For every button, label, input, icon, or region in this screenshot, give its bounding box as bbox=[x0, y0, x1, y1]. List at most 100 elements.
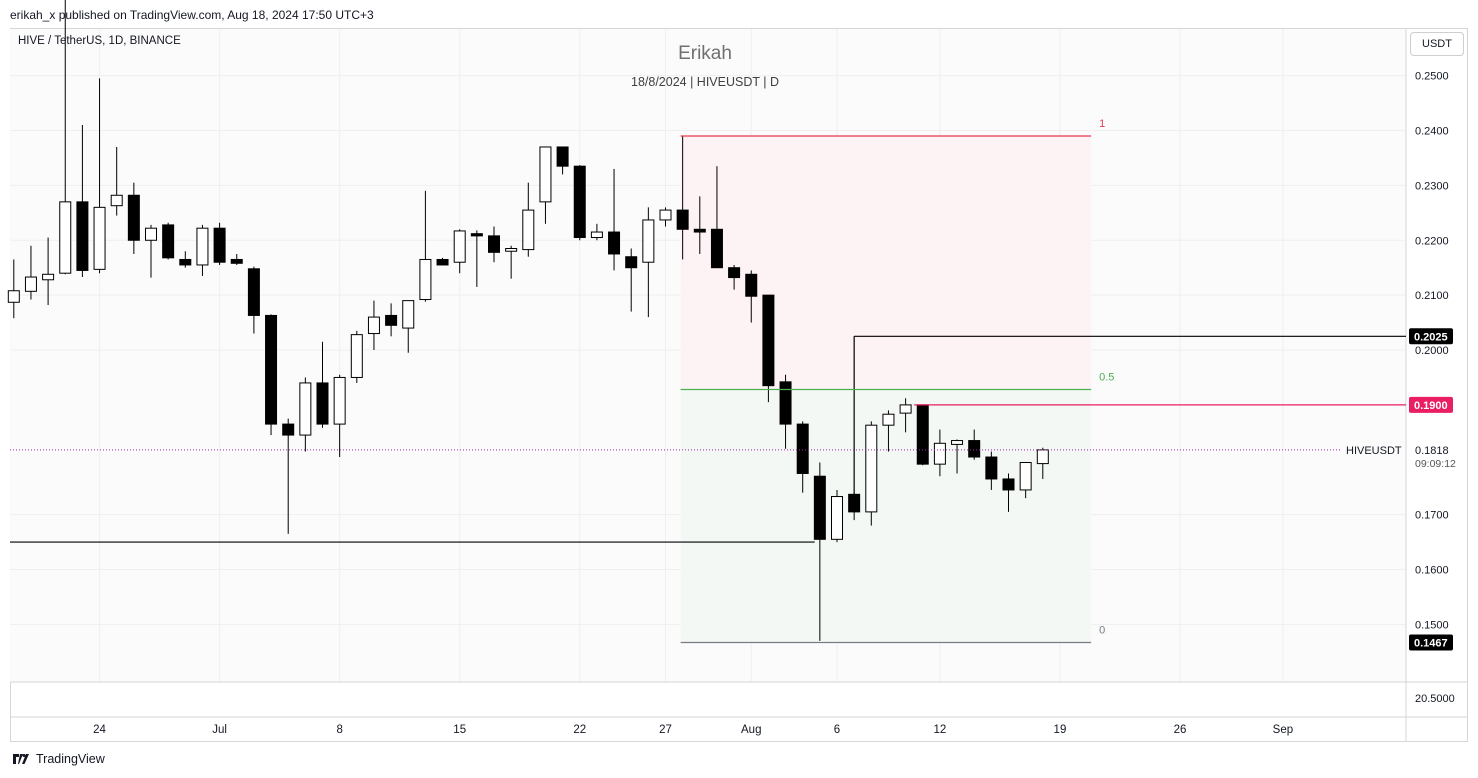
y-tick-label: 0.2000 bbox=[1415, 345, 1449, 357]
candle bbox=[933, 429, 946, 477]
tradingview-logo-icon bbox=[13, 754, 29, 764]
candle-body bbox=[76, 201, 89, 271]
price-tag-box bbox=[1409, 396, 1453, 413]
candle bbox=[196, 224, 209, 276]
candle-body bbox=[470, 233, 483, 237]
currency-button[interactable]: USDT bbox=[1410, 32, 1464, 56]
candle bbox=[625, 248, 638, 312]
candle-body bbox=[916, 404, 929, 465]
candle bbox=[7, 259, 20, 319]
candle bbox=[24, 245, 37, 300]
candle-body bbox=[865, 424, 878, 513]
candle-body bbox=[728, 267, 741, 279]
candle-body bbox=[419, 258, 432, 301]
x-tick-label: Sep bbox=[1273, 724, 1293, 736]
y-tick-label: 0.2200 bbox=[1415, 235, 1449, 247]
candle bbox=[436, 257, 449, 266]
x-tick-label: 24 bbox=[93, 724, 106, 736]
candle-body bbox=[7, 290, 20, 303]
candle-body bbox=[1002, 478, 1015, 491]
candle bbox=[865, 421, 878, 526]
symbol-legend[interactable]: HIVE / TetherUS, 1D, BINANCE bbox=[18, 35, 181, 47]
candle-body bbox=[265, 314, 278, 425]
fib-level-label: 0.5 bbox=[1099, 372, 1114, 384]
candle-body bbox=[762, 294, 775, 387]
candle bbox=[316, 341, 329, 428]
chart-subtitle: 18/8/2024 | HIVEUSDT | D bbox=[631, 75, 779, 89]
candle bbox=[710, 166, 723, 269]
candle bbox=[42, 237, 55, 306]
candle bbox=[608, 168, 621, 271]
candle bbox=[299, 377, 312, 452]
candle-body bbox=[196, 227, 209, 266]
tradingview-logo[interactable]: TradingView bbox=[10, 752, 105, 766]
price-tag-box bbox=[1409, 328, 1453, 345]
candle-body bbox=[110, 194, 123, 207]
candle-body bbox=[488, 235, 500, 253]
candle bbox=[916, 404, 929, 466]
candle bbox=[127, 182, 140, 254]
candle-body bbox=[813, 475, 826, 540]
candle-body bbox=[316, 382, 329, 425]
x-tick-label: 6 bbox=[834, 724, 840, 736]
candle bbox=[453, 229, 466, 274]
price-tag-label: 0.2025 bbox=[1414, 331, 1448, 343]
y-tick-label: 0.1500 bbox=[1415, 619, 1449, 631]
candle bbox=[179, 251, 192, 268]
candle-body bbox=[693, 228, 706, 233]
candle bbox=[282, 418, 295, 534]
candle-body bbox=[93, 206, 106, 270]
candle-body bbox=[213, 227, 226, 263]
candle-body bbox=[127, 194, 140, 241]
candle bbox=[968, 429, 981, 460]
candle bbox=[505, 245, 518, 279]
candle-body bbox=[642, 219, 655, 263]
candle-body bbox=[162, 224, 175, 259]
candle bbox=[367, 300, 380, 351]
candle bbox=[162, 222, 175, 260]
candle-body bbox=[573, 165, 586, 239]
candle bbox=[556, 146, 569, 175]
candle-body bbox=[436, 258, 449, 266]
x-tick-label: 26 bbox=[1174, 724, 1187, 736]
candle-body bbox=[968, 440, 981, 458]
candle bbox=[333, 374, 346, 458]
candle-body bbox=[333, 376, 346, 425]
candle bbox=[1002, 473, 1015, 512]
y-tick-label: 0.1600 bbox=[1415, 565, 1449, 577]
candle bbox=[539, 146, 552, 224]
candle-body bbox=[745, 273, 758, 297]
y-tick-label: 0.2500 bbox=[1415, 71, 1449, 83]
candle bbox=[762, 294, 775, 403]
candle-body bbox=[831, 496, 843, 540]
candle bbox=[796, 421, 809, 493]
candle-body bbox=[367, 316, 380, 335]
tradingview-brand: TradingView bbox=[36, 752, 105, 766]
candle-body bbox=[590, 231, 603, 239]
x-tick-label: 15 bbox=[453, 724, 466, 736]
candle-body bbox=[676, 209, 689, 230]
candle-body bbox=[933, 442, 946, 465]
candle-body bbox=[608, 231, 621, 255]
candle-body bbox=[625, 256, 638, 269]
candle bbox=[659, 207, 672, 227]
candle-body bbox=[951, 440, 964, 445]
x-tick-label: 8 bbox=[336, 724, 342, 736]
author-watermark: Erikah bbox=[678, 43, 732, 64]
candle bbox=[676, 136, 689, 260]
candle-body bbox=[282, 423, 295, 436]
candle bbox=[522, 182, 535, 257]
y-tick-label: 0.2400 bbox=[1415, 126, 1449, 138]
candle bbox=[350, 330, 363, 383]
candle-body bbox=[385, 314, 398, 326]
candle-body bbox=[505, 247, 518, 252]
candle bbox=[985, 451, 998, 490]
candle-body bbox=[299, 382, 312, 436]
candle bbox=[745, 270, 758, 323]
candle-body bbox=[402, 300, 415, 329]
candle bbox=[385, 303, 398, 337]
fib-level-label: 1 bbox=[1099, 118, 1105, 130]
candle-body bbox=[24, 276, 37, 292]
candle bbox=[882, 410, 895, 452]
